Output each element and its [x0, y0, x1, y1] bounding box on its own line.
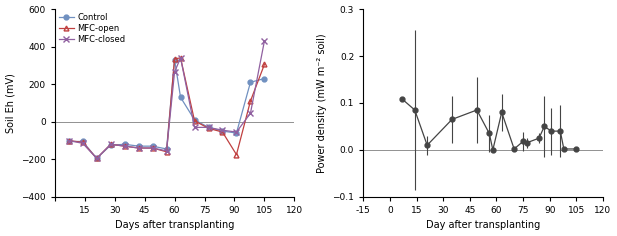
MFC-open	[247, 100, 254, 102]
Control	[93, 157, 101, 160]
MFC-closed	[135, 147, 143, 149]
MFC-closed	[177, 56, 184, 59]
Control	[233, 132, 240, 135]
MFC-closed	[233, 131, 240, 134]
Control	[219, 130, 226, 133]
MFC-open	[233, 153, 240, 156]
Control	[177, 96, 184, 99]
Control	[79, 140, 86, 143]
MFC-open	[171, 57, 178, 60]
MFC-closed	[247, 112, 254, 115]
MFC-closed	[121, 145, 128, 148]
MFC-closed	[93, 157, 101, 160]
MFC-open	[149, 147, 156, 149]
Control	[135, 145, 143, 148]
MFC-open	[163, 150, 170, 153]
MFC-open	[261, 63, 268, 66]
Control	[247, 81, 254, 84]
Control	[121, 143, 128, 146]
MFC-open	[65, 139, 72, 142]
Control	[107, 144, 114, 147]
MFC-open	[135, 147, 143, 149]
Control	[205, 126, 212, 129]
MFC-closed	[163, 149, 170, 152]
MFC-open	[205, 127, 212, 130]
MFC-open	[121, 145, 128, 148]
Control	[171, 58, 178, 61]
Y-axis label: Power density (mW m⁻² soil): Power density (mW m⁻² soil)	[317, 33, 327, 173]
Control	[191, 118, 198, 121]
MFC-open	[79, 141, 86, 144]
X-axis label: Days after transplanting: Days after transplanting	[115, 220, 234, 230]
MFC-closed	[191, 126, 198, 129]
Line: MFC-open: MFC-open	[66, 55, 267, 161]
Control	[65, 140, 72, 143]
MFC-closed	[171, 71, 178, 73]
Line: Control: Control	[66, 57, 267, 161]
Control	[163, 148, 170, 150]
Control	[149, 145, 156, 148]
X-axis label: Day after transplanting: Day after transplanting	[426, 220, 540, 230]
MFC-closed	[205, 126, 212, 129]
MFC-open	[107, 143, 114, 146]
Control	[261, 77, 268, 80]
MFC-open	[219, 131, 226, 134]
MFC-closed	[79, 142, 86, 145]
Legend: Control, MFC-open, MFC-closed: Control, MFC-open, MFC-closed	[57, 12, 127, 45]
MFC-open	[191, 119, 198, 122]
MFC-open	[93, 157, 101, 160]
MFC-closed	[107, 143, 114, 146]
MFC-closed	[65, 139, 72, 142]
Y-axis label: Soil Eh (mV): Soil Eh (mV)	[6, 73, 15, 133]
MFC-closed	[149, 147, 156, 149]
Line: MFC-closed: MFC-closed	[65, 38, 268, 161]
MFC-closed	[261, 40, 268, 42]
MFC-closed	[219, 129, 226, 132]
MFC-open	[177, 56, 184, 59]
